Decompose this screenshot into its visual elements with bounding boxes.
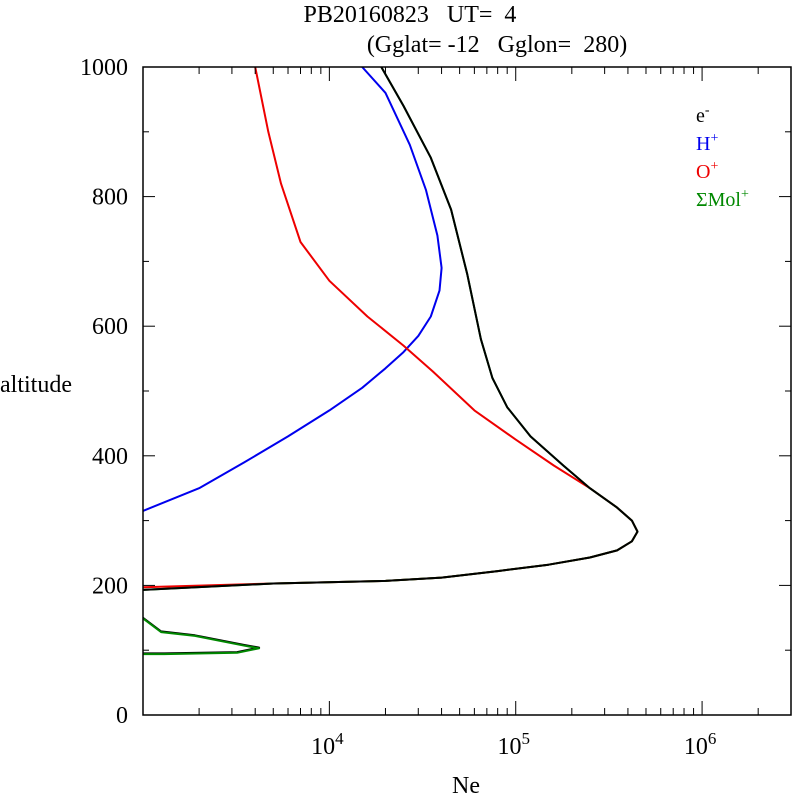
axis-ticks <box>142 66 792 716</box>
y-tick-label: 400 <box>92 444 128 470</box>
x-tick-label: 105 <box>497 729 530 760</box>
plot-frame <box>142 66 792 716</box>
y-tick-label: 1000 <box>80 55 128 81</box>
x-axis-label: Ne <box>452 773 480 796</box>
x-tick-label-exponent: 5 <box>521 729 530 748</box>
x-tick-label-exponent: 4 <box>335 729 344 748</box>
legend-entry-base: O <box>696 161 710 183</box>
x-tick-label-base: 10 <box>311 734 335 760</box>
series-line-ion-o <box>142 66 639 589</box>
y-tick-label: 200 <box>92 573 128 599</box>
y-tick-label: 0 <box>116 703 128 729</box>
x-tick-label: 106 <box>684 729 717 760</box>
x-tick-label-base: 10 <box>684 734 708 760</box>
legend-entry-base: ΣMol <box>696 189 741 211</box>
series-line-electron <box>142 66 639 591</box>
series-line-e-region-mol <box>142 617 261 656</box>
chart-title: PB20160823 UT= 4 (Gglat= -12 Gglon= 280) <box>304 2 628 58</box>
plot-series <box>142 66 639 656</box>
series-line-ion-h <box>142 66 443 512</box>
legend-entry: O+ <box>696 159 718 183</box>
y-axis-label: altitude <box>0 372 72 398</box>
legend-entry: ΣMol+ <box>696 187 749 211</box>
chart-title-line1: PB20160823 UT= 4 <box>304 2 517 28</box>
legend: e-H+O+ΣMol+ <box>696 103 749 211</box>
legend-entry-sup: + <box>710 159 718 174</box>
x-tick-label: 104 <box>311 729 344 760</box>
legend-entry-sup: + <box>741 187 749 202</box>
legend-entry-sup: - <box>705 103 710 118</box>
legend-entry-sup: + <box>710 131 718 146</box>
legend-entry: e- <box>696 103 710 127</box>
y-tick-label: 600 <box>92 314 128 340</box>
y-tick-label: 800 <box>92 185 128 211</box>
chart-title-line2: (Gglat= -12 Gglon= 280) <box>367 32 627 58</box>
legend-entry: H+ <box>696 131 718 155</box>
legend-entry-base: e <box>696 105 705 127</box>
series-line-ion-mol <box>142 66 639 591</box>
x-tick-label-exponent: 6 <box>708 729 717 748</box>
legend-entry-base: H <box>696 133 710 155</box>
x-tick-label-base: 10 <box>497 734 521 760</box>
series-line-e-region <box>142 617 261 655</box>
